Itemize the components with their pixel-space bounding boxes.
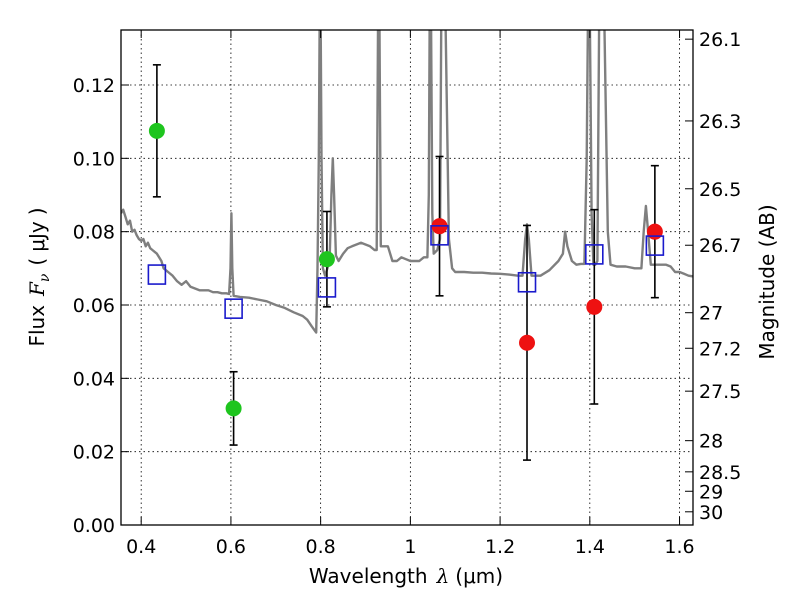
right-axis-label: Magnitude (AB) (755, 204, 779, 359)
sed-model-curve (121, 30, 693, 334)
right-tick-label: 28.5 (699, 462, 741, 484)
model_photometry-square (430, 225, 449, 246)
right-tick-label: 26.5 (699, 179, 741, 201)
right-tick-label: 27.5 (699, 381, 741, 403)
model_photometry-square (585, 244, 604, 265)
model_photometry-square (147, 264, 167, 285)
axis-ticks: 0.4 0.6 0.8 1 1.2 1.4 1.6 0.00 0.02 0.04 0.06 0.08 0… (73, 29, 742, 558)
y-tick-label: 0.10 (73, 148, 115, 170)
y-axis-label-open-paren: ( (25, 258, 49, 266)
x-tick-label: 1.4 (575, 536, 605, 558)
upper_bands-point (519, 334, 536, 351)
right-tick-label: 29 (699, 481, 723, 503)
y-tick-label: 0.00 (73, 515, 115, 537)
y-tick-label: 0.04 (73, 368, 115, 390)
y-axis-label-close-paren: ) (25, 207, 49, 215)
detections-point (225, 400, 242, 417)
model_photometry-square (317, 277, 337, 298)
y-tick-label: 0.02 (73, 442, 115, 464)
x-tick-label: 0.6 (216, 536, 246, 558)
right-tick-label: 26.7 (699, 235, 741, 257)
upper_bands-point (586, 298, 603, 315)
y-axis-label-unit: μJy (25, 221, 49, 252)
x-axis-label-symbol: λ (436, 564, 450, 588)
y-axis-label-text: Flux (25, 305, 49, 347)
x-tick-label: 1.6 (664, 536, 694, 558)
right-tick-label: 26.1 (699, 29, 741, 51)
detections-point (318, 251, 335, 268)
right-tick-label: 27.2 (699, 338, 741, 360)
x-axis-label-text: Wavelength (309, 564, 428, 588)
y-axis-label-symbol: F (25, 281, 49, 297)
y-axis-label: Flux Fν ( μJy) (25, 207, 53, 346)
x-axis-label-unit: (μm) (455, 564, 503, 588)
model_photometry-square (224, 298, 243, 319)
y-tick-label: 0.08 (73, 222, 115, 244)
model_photometry-square (645, 235, 665, 256)
right-tick-label: 26.3 (699, 111, 741, 133)
right-tick-label: 28 (699, 431, 723, 453)
x-tick-label: 1 (404, 536, 416, 558)
upper_bands-point (646, 223, 663, 240)
right-tick-label: 27 (699, 303, 723, 325)
x-tick-label: 0.8 (306, 536, 336, 558)
y-tick-label: 0.06 (73, 295, 115, 317)
model_photometry-square (517, 271, 537, 293)
y-axis-label-subscript: ν (37, 273, 53, 282)
plot-frame (120, 29, 694, 526)
sed-model-curve-layer (121, 30, 693, 334)
detections-point (148, 122, 165, 139)
x-tick-label: 1.2 (485, 536, 515, 558)
x-axis-label: Wavelength λ (μm) (309, 564, 503, 588)
right-tick-label: 30 (699, 502, 723, 524)
data-marks (147, 64, 665, 461)
y-tick-label: 0.12 (73, 75, 115, 97)
x-tick-label: 0.4 (126, 536, 156, 558)
